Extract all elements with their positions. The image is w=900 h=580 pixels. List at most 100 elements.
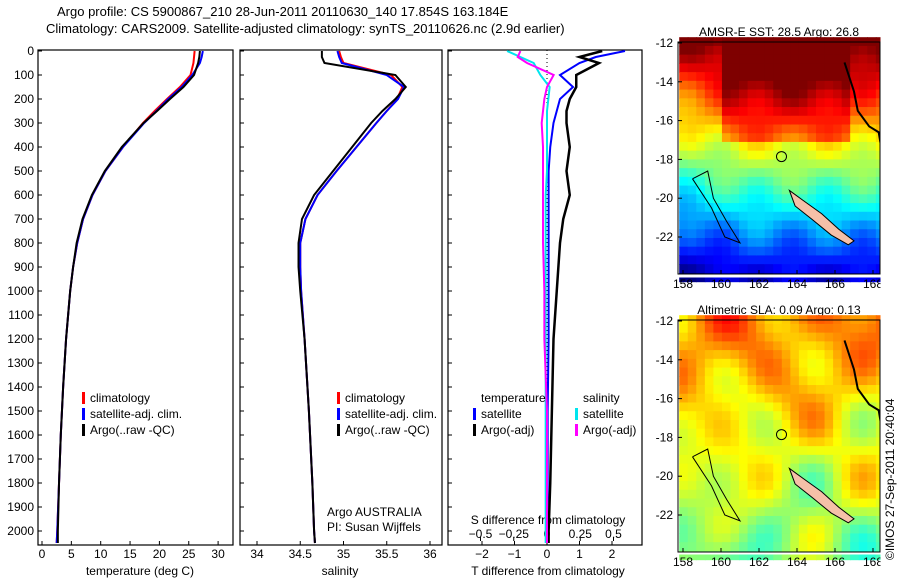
map-cell	[833, 98, 843, 108]
map-cell	[841, 133, 851, 143]
map-cell	[739, 107, 749, 117]
map-cell	[679, 168, 689, 178]
map-cell	[721, 550, 732, 561]
map-cell	[824, 437, 834, 447]
map-cell	[781, 419, 791, 430]
map-cell	[730, 507, 740, 517]
map-cell	[696, 524, 706, 534]
map-cell	[773, 376, 783, 386]
map-cell	[696, 272, 706, 283]
map-cell	[739, 323, 749, 334]
map-cell	[867, 211, 877, 222]
map-cell	[850, 141, 860, 152]
map-cell	[764, 533, 774, 543]
map-cell	[867, 194, 877, 204]
map-cell	[807, 437, 817, 447]
map-cell	[704, 168, 715, 178]
map-cell	[824, 446, 834, 456]
map-cell	[747, 203, 757, 213]
map-cell	[816, 159, 826, 169]
map-cell	[798, 211, 809, 222]
map-cell	[756, 229, 766, 239]
map-cell	[807, 229, 817, 239]
map-cell	[730, 211, 740, 222]
map-cell	[739, 332, 749, 342]
map-cell	[781, 332, 791, 342]
map-cell	[841, 124, 851, 134]
map-cell	[764, 159, 774, 169]
annotation-line-2: PI: Susan Wijffels	[327, 520, 421, 534]
map-cell	[850, 229, 860, 239]
sal-tick-label: 34	[250, 547, 264, 561]
map-cell	[773, 524, 783, 534]
map-cell	[721, 446, 732, 456]
map-cell	[841, 393, 851, 404]
map-cell	[807, 124, 817, 134]
map-lon-label: 168	[863, 555, 883, 569]
map-cell	[721, 358, 732, 369]
map-cell	[713, 211, 723, 222]
map-lat-label: -22	[656, 230, 674, 244]
map-cell	[841, 246, 851, 256]
map-cell	[704, 141, 715, 152]
map-cell	[704, 115, 715, 126]
map-cell	[781, 376, 791, 386]
map-cell	[867, 220, 877, 230]
map-cell	[756, 350, 766, 360]
map-cell	[687, 107, 697, 117]
map-cell	[764, 211, 774, 222]
map-cell	[756, 45, 766, 56]
map-cell	[781, 54, 791, 64]
map-cell	[850, 332, 860, 342]
map-cell	[850, 98, 860, 108]
temp-tick-label: 5	[68, 547, 75, 561]
map-cell	[790, 63, 800, 73]
map-cell	[730, 159, 740, 169]
map-cell	[687, 141, 697, 152]
map-cell	[807, 550, 817, 561]
map-cell	[756, 385, 766, 395]
map-cell	[764, 264, 774, 274]
map-cell	[713, 376, 723, 386]
map-cell	[747, 264, 757, 274]
map-cell	[687, 524, 697, 534]
map-cell	[713, 498, 723, 508]
map-cell	[747, 463, 757, 473]
sal-series-0	[299, 50, 404, 544]
map-cell	[781, 141, 791, 152]
map-cell	[747, 550, 757, 561]
map-cell	[850, 255, 860, 265]
map-cell	[798, 98, 809, 108]
map-cell	[721, 507, 732, 517]
map-cell	[747, 542, 757, 552]
map-cell	[773, 54, 783, 64]
map-cell	[807, 255, 817, 265]
map-cell	[756, 524, 766, 534]
map-cell	[696, 237, 706, 248]
map-cell	[790, 454, 800, 465]
map-cell	[790, 255, 800, 265]
map-cell	[713, 542, 723, 552]
map-cell	[696, 203, 706, 213]
map-cell	[833, 255, 843, 265]
map-cell	[773, 159, 783, 169]
map-cell	[756, 141, 766, 152]
map-cell	[704, 533, 715, 543]
map-cell	[833, 246, 843, 256]
map-cell	[739, 463, 749, 473]
map-cell	[747, 220, 757, 230]
map-cell	[713, 272, 723, 283]
map-cell	[867, 524, 877, 534]
map-cell	[679, 237, 689, 248]
map-lon-label: 166	[825, 277, 845, 291]
map-cell	[816, 185, 826, 195]
map-cell	[713, 203, 723, 213]
map-cell	[790, 141, 800, 152]
map-cell	[713, 463, 723, 473]
map-cell	[798, 168, 809, 178]
map-cell	[704, 550, 715, 561]
map-cell	[841, 54, 851, 64]
map-cell	[764, 489, 774, 500]
map-cell	[867, 141, 877, 152]
map-cell	[679, 542, 689, 552]
